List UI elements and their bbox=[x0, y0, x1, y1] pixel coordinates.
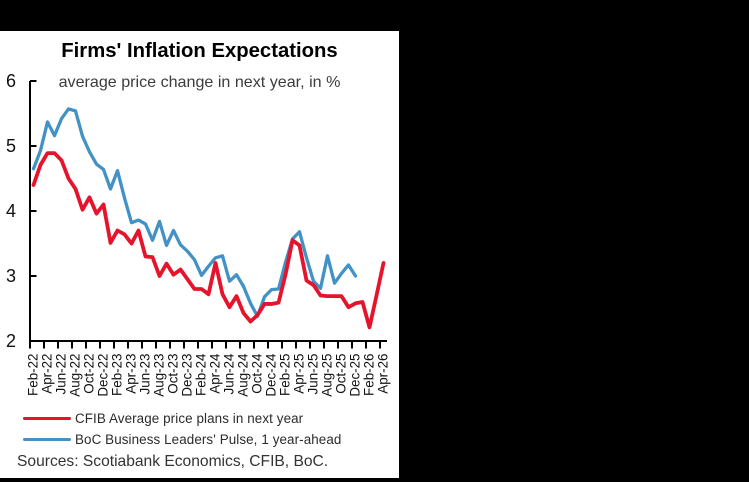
x-tick-label: Oct-25 bbox=[334, 354, 349, 394]
x-tick-label: Feb-25 bbox=[278, 354, 293, 396]
x-tick-label: Apr-22 bbox=[40, 354, 55, 394]
x-tick-label: Feb-22 bbox=[26, 354, 41, 396]
x-tick-label: Dec-24 bbox=[264, 353, 279, 397]
y-tick-label: 5 bbox=[6, 136, 16, 156]
x-tick-label: Feb-24 bbox=[194, 353, 209, 396]
cfib-series-line bbox=[31, 151, 386, 330]
x-tick-label: Dec-23 bbox=[180, 354, 195, 397]
x-tick-label: Feb-26 bbox=[362, 354, 377, 396]
y-tick-label: 2 bbox=[6, 331, 16, 351]
legend-label-boc: BoC Business Leaders' Pulse, 1 year-ahea… bbox=[75, 432, 342, 448]
x-tick-label: Oct-22 bbox=[82, 354, 97, 394]
x-tick-label: Oct-24 bbox=[250, 353, 265, 394]
legend-item-cfib: CFIB Average price plans in next year bbox=[23, 410, 303, 426]
x-tick-label: Aug-25 bbox=[320, 354, 335, 397]
x-tick-label: Jun-23 bbox=[138, 354, 153, 395]
x-tick-label: Dec-25 bbox=[348, 354, 363, 397]
boc-line-swatch bbox=[23, 438, 71, 442]
x-tick-label: Aug-24 bbox=[236, 353, 251, 397]
x-tick-label: Jun-25 bbox=[306, 354, 321, 395]
chart-title: Firms' Inflation Expectations bbox=[61, 40, 338, 62]
y-tick-label: 3 bbox=[6, 266, 16, 286]
x-tick-label: Apr-26 bbox=[376, 354, 391, 394]
x-tick-label: Oct-23 bbox=[166, 354, 181, 394]
x-tick-label: Jun-24 bbox=[222, 353, 237, 394]
legend-item-boc: BoC Business Leaders' Pulse, 1 year-ahea… bbox=[23, 432, 341, 448]
x-tick-label: Apr-23 bbox=[124, 354, 139, 394]
chart-panel: Firms' Inflation Expectations average pr… bbox=[0, 31, 399, 478]
x-tick-label: Jun-22 bbox=[54, 354, 69, 395]
y-tick-label: 4 bbox=[6, 201, 16, 221]
x-tick-label: Aug-23 bbox=[152, 354, 167, 397]
source-note: Sources: Scotiabank Economics, CFIB, BoC… bbox=[17, 453, 329, 470]
x-tick-label: Feb-23 bbox=[110, 354, 125, 396]
x-tick-label: Apr-24 bbox=[208, 353, 223, 394]
x-tick-label: Apr-25 bbox=[292, 354, 307, 394]
cfib-line-swatch bbox=[23, 416, 71, 420]
chart-subtitle: average price change in next year, in % bbox=[58, 73, 341, 91]
boc-series-line bbox=[31, 107, 358, 318]
x-tick-label: Dec-22 bbox=[96, 354, 111, 397]
x-tick-label: Aug-22 bbox=[68, 354, 83, 397]
legend-label-cfib: CFIB Average price plans in next year bbox=[75, 410, 304, 426]
y-tick-label: 6 bbox=[6, 71, 16, 91]
